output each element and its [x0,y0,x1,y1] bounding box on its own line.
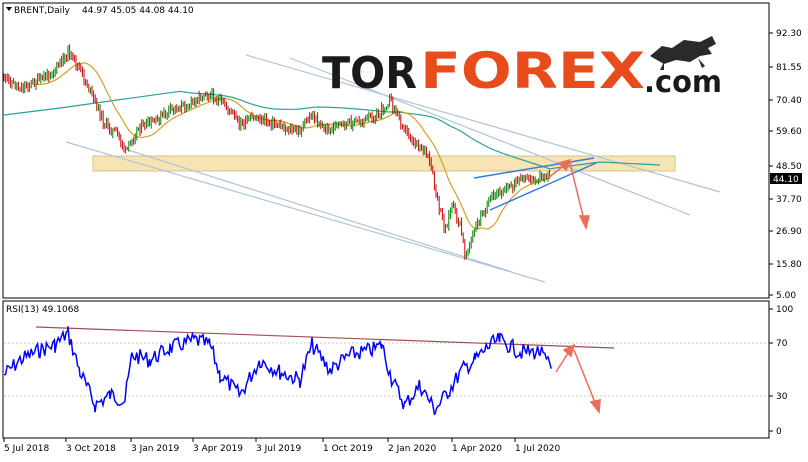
wedge-lines [473,157,597,211]
forecast-up-arrowhead [557,158,572,172]
rsi-forecast [555,343,601,414]
time-tick-label: 2 Jan 2020 [388,444,436,454]
torforex-watermark: TOR FOREX .com [322,36,722,100]
rsi-tick-label: 30 [776,392,788,402]
symbol-label: BRENT,Daily [14,6,71,16]
rsi-forecast-down-arrowhead [589,399,601,414]
price-tick-label: 26.90 [776,227,802,237]
watermark-forex: FOREX [420,42,645,100]
rsi-forecast-down-line [573,349,597,406]
watermark-tor: TOR [322,48,417,99]
price-tick-label: 92.30 [776,29,802,39]
time-tick-label: 5 Jul 2018 [4,444,49,454]
trendline-4 [127,149,513,273]
current-price-label: 44.10 [773,175,799,185]
price-forecast [547,158,590,231]
rsi-tick-label: 100 [776,305,793,315]
price-tick-label: 15.80 [776,260,802,270]
price-tick-label: 81.55 [776,63,802,73]
symbol-dropdown-icon[interactable] [6,7,12,11]
wedge-lower [489,162,597,211]
rsi-trendline [35,326,615,349]
price-tick-label: 5.00 [776,291,796,301]
price-tick-label: 37.70 [776,195,802,205]
rsi-line [3,326,552,416]
time-tick-label: 1 Oct 2019 [323,444,373,454]
rsi-tick-label: 0 [776,427,782,437]
time-tick-label: 3 Apr 2019 [193,444,243,454]
time-tick-label: 1 Jul 2020 [515,444,560,454]
time-tick-label: 3 Jul 2019 [256,444,301,454]
watermark-dotcom: .com [644,65,722,100]
current-price-marker [770,173,802,184]
price-axis: 92.30 81.55 70.40 59.60 48.50 37.70 26.90 15.80… [769,29,802,301]
rsi-axis: 100 70 30 0 [769,305,793,437]
time-tick-label: 1 Apr 2020 [452,444,502,454]
time-tick-label: 3 Oct 2018 [66,444,116,454]
trendline-2 [289,57,691,216]
time-axis: 5 Jul 2018 3 Oct 2018 3 Jan 2019 3 Apr 2019… [3,438,560,454]
rsi-forecast-up-arrowhead [562,343,576,358]
rsi-label: RSI(13) 49.1068 [6,305,79,315]
price-candles [3,44,551,260]
price-tick-label: 70.40 [776,96,802,106]
wedge-upper [473,157,595,179]
trendline-1 [245,54,721,193]
forecast-down-line [569,162,585,221]
rsi-tick-label: 70 [776,339,788,349]
slow-moving-average [3,90,661,170]
rsi-panel[interactable] [2,300,770,439]
price-tick-label: 59.60 [776,127,802,137]
bull-icon [650,36,716,70]
resistance-zone [92,155,676,172]
forecast-down-arrowhead [578,215,590,231]
price-tick-label: 48.50 [776,162,802,172]
ohlc-values: 44.97 45.05 44.08 44.10 [82,6,194,16]
time-tick-label: 3 Jan 2019 [131,444,179,454]
fast-moving-average [35,62,550,230]
